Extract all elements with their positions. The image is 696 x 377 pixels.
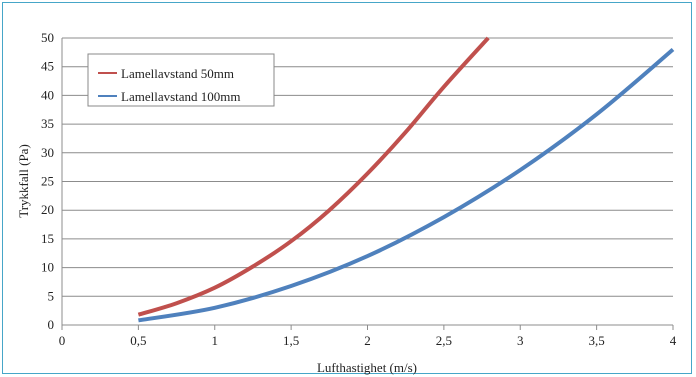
y-tick-label: 25 bbox=[41, 174, 54, 189]
x-axis-title: Lufthastighet (m/s) bbox=[317, 360, 417, 375]
x-tick-labels: 0 0,5 1 1,5 2 2,5 3 3,5 4 bbox=[59, 333, 677, 348]
y-tick-label: 15 bbox=[41, 231, 54, 246]
x-tick-label: 0 bbox=[59, 333, 66, 348]
series-lines bbox=[137, 36, 675, 323]
legend-box bbox=[87, 53, 275, 107]
x-tick-label: 1,5 bbox=[283, 333, 299, 348]
x-tick-label: 1 bbox=[212, 333, 219, 348]
y-tick-label: 10 bbox=[41, 260, 54, 275]
x-tick-label: 0,5 bbox=[130, 333, 146, 348]
x-tick-label: 2 bbox=[364, 333, 371, 348]
y-tick-label: 0 bbox=[48, 317, 55, 332]
y-tick-label: 20 bbox=[41, 202, 54, 217]
y-tick-label: 45 bbox=[41, 59, 54, 74]
axes bbox=[61, 38, 674, 330]
x-tick-label: 2,5 bbox=[436, 333, 452, 348]
y-tick-labels: 0 5 10 15 20 25 30 35 40 45 50 bbox=[41, 30, 54, 332]
series-line-1 bbox=[137, 36, 490, 317]
y-tick-label: 40 bbox=[41, 87, 54, 102]
legend: Lamellavstand 50mm Lamellavstand 100mm bbox=[87, 53, 275, 107]
x-tick-label: 3,5 bbox=[589, 333, 605, 348]
y-axis-title: Trykkfall (Pa) bbox=[16, 144, 31, 218]
y-tick-label: 30 bbox=[41, 145, 54, 160]
y-tick-label: 35 bbox=[41, 116, 54, 131]
series-line-2 bbox=[138, 47, 675, 323]
legend-label-series-1: Lamellavstand 50mm bbox=[121, 66, 234, 81]
x-tick-label: 4 bbox=[670, 333, 677, 348]
y-tick-label: 5 bbox=[48, 288, 55, 303]
legend-label-series-2: Lamellavstand 100mm bbox=[121, 89, 241, 104]
y-tick-label: 50 bbox=[41, 30, 54, 45]
x-tick-label: 3 bbox=[517, 333, 524, 348]
